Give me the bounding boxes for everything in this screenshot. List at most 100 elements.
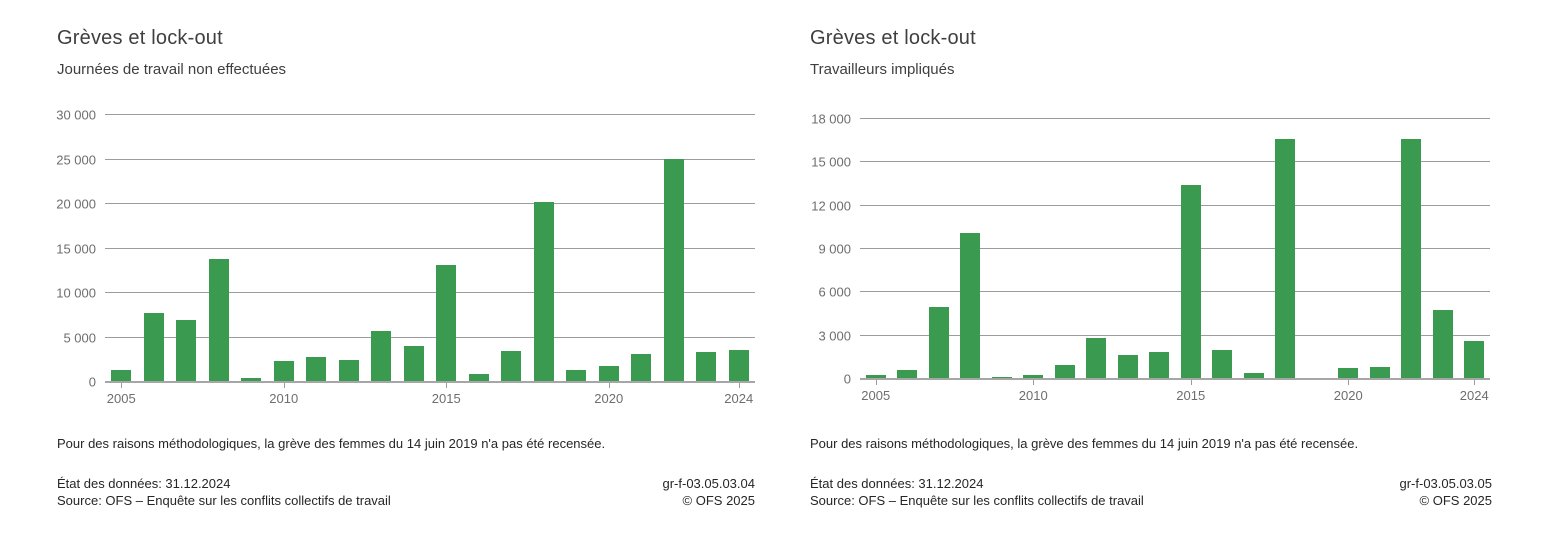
bar-2017 <box>1243 372 1264 379</box>
y-axis-tick-label: 9 000 <box>818 241 851 257</box>
x-axis-tick <box>283 383 285 388</box>
bar-2007 <box>928 306 949 379</box>
bar-2018 <box>1275 139 1296 379</box>
gridline <box>105 203 755 204</box>
bar-2010 <box>1023 375 1044 379</box>
status-line: État des données: 31.12.2024 <box>57 476 231 491</box>
chart-subtitle: Travailleurs impliqués <box>810 61 955 78</box>
x-axis-tick <box>1348 380 1350 385</box>
y-axis-tick-label: 10 000 <box>56 285 96 301</box>
bar-2020 <box>1338 368 1359 379</box>
x-axis-tick-label: 2015 <box>431 391 461 406</box>
y-axis-tick-label: 6 000 <box>818 284 851 300</box>
bar-2022 <box>663 158 684 382</box>
plot-area: 0 5 000 10 000 15 000 20 000 25 000 30 000 2005… <box>56 109 755 406</box>
x-axis-tick-label: 2020 <box>1333 388 1363 403</box>
chart-footer: État des données: 31.12.2024 Source: OFS… <box>57 475 755 509</box>
bar-2014 <box>403 345 424 382</box>
x-axis-tick <box>608 383 610 388</box>
y-axis-tick-label: 0 <box>843 371 851 387</box>
bar-2017 <box>501 350 522 382</box>
bar-2023 <box>1432 309 1453 379</box>
x-axis-line <box>860 378 1490 380</box>
bar-2008 <box>960 233 981 379</box>
x-axis-tick <box>121 383 123 388</box>
y-axis-tick-label: 15 000 <box>56 241 96 256</box>
x-axis-tick-label: 2010 <box>269 391 299 406</box>
source-line: Source: OFS – Enquête sur les conflits c… <box>810 493 1144 508</box>
bar-2024 <box>1464 340 1485 379</box>
gridline <box>105 247 755 249</box>
y-axis-tick-label: 12 000 <box>811 198 851 214</box>
bar-2015 <box>436 264 457 382</box>
x-axis-tick-label: 2005 <box>106 391 136 406</box>
gridline <box>860 291 1490 293</box>
bar-2019 <box>566 370 587 382</box>
x-axis-tick <box>1474 380 1476 385</box>
bar-2012 <box>1086 337 1107 379</box>
y-axis-tick-label: 20 000 <box>56 196 96 212</box>
y-axis-tick-label: 25 000 <box>56 152 96 167</box>
copyright: © OFS 2025 <box>1419 493 1492 508</box>
chart-footnote: Pour des raisons méthodologiques, la grè… <box>57 436 606 451</box>
bar-2005 <box>111 369 132 382</box>
bar-2010 <box>273 360 294 382</box>
bar-2007 <box>176 319 197 382</box>
figure-code: gr-f-03.05.03.04 <box>662 476 755 491</box>
bar-2023 <box>696 351 717 382</box>
gridline <box>105 292 755 293</box>
gridline <box>860 204 1490 206</box>
gridline <box>860 161 1490 163</box>
chart-subtitle: Journées de travail non effectuées <box>57 61 287 78</box>
x-axis-tick-label: 2024 <box>724 391 754 406</box>
y-axis-tick-label: 30 000 <box>56 107 96 123</box>
bar-2008 <box>208 259 229 382</box>
x-axis-line <box>105 381 755 383</box>
y-axis-tick-label: 5 000 <box>63 330 96 345</box>
footer-right: gr-f-03.05.03.05 © OFS 2025 <box>1399 475 1492 509</box>
copyright: © OFS 2025 <box>682 493 755 508</box>
x-axis-tick <box>1190 380 1192 385</box>
bar-2011 <box>1054 364 1075 379</box>
bar-2011 <box>306 357 327 382</box>
footer-left: État des données: 31.12.2024 Source: OFS… <box>57 475 391 509</box>
chart-panel-workers-involved: Grèves et lock-out Travailleurs impliqué… <box>810 20 1492 545</box>
bar-2014 <box>1149 351 1170 379</box>
x-axis-tick-label: 2024 <box>1459 388 1489 403</box>
y-axis-tick-label: 0 <box>88 374 96 390</box>
bar-2013 <box>1117 355 1138 379</box>
bar-2009 <box>991 376 1012 379</box>
footer-right: gr-f-03.05.03.04 © OFS 2025 <box>662 475 755 509</box>
bar-2018 <box>533 202 554 382</box>
bar-2012 <box>338 359 359 382</box>
x-axis-tick-label: 2005 <box>861 388 891 403</box>
chart-footnote: Pour des raisons méthodologiques, la grè… <box>810 436 1359 451</box>
bar-2021 <box>631 354 652 382</box>
bar-2020 <box>598 365 619 382</box>
bar-2013 <box>371 331 392 382</box>
figure-code: gr-f-03.05.03.05 <box>1399 476 1492 491</box>
gridline <box>860 334 1490 336</box>
x-axis-tick <box>875 380 877 385</box>
bar-2022 <box>1401 138 1422 379</box>
bar-2009 <box>241 378 262 382</box>
gridline <box>105 114 755 115</box>
bar-2005 <box>865 374 886 379</box>
bar-2006 <box>897 370 918 379</box>
status-line: État des données: 31.12.2024 <box>810 476 984 491</box>
plot-area: 0 3 000 6 000 9 000 12 000 15 000 18 000 2005 20… <box>811 113 1490 403</box>
footer-left: État des données: 31.12.2024 Source: OFS… <box>810 475 1144 509</box>
gridline <box>860 118 1490 119</box>
x-axis-tick <box>446 383 448 388</box>
x-axis-tick <box>1033 380 1035 385</box>
gridline <box>105 158 755 160</box>
source-line: Source: OFS – Enquête sur les conflits c… <box>57 493 391 508</box>
x-axis-tick-label: 2020 <box>594 391 624 406</box>
x-axis-tick-label: 2010 <box>1018 388 1048 403</box>
gridline <box>105 336 755 338</box>
y-axis-tick-label: 3 000 <box>818 328 851 344</box>
y-axis-tick-label: 18 000 <box>811 111 851 127</box>
gridline <box>860 248 1490 249</box>
chart-footer: État des données: 31.12.2024 Source: OFS… <box>810 475 1492 509</box>
